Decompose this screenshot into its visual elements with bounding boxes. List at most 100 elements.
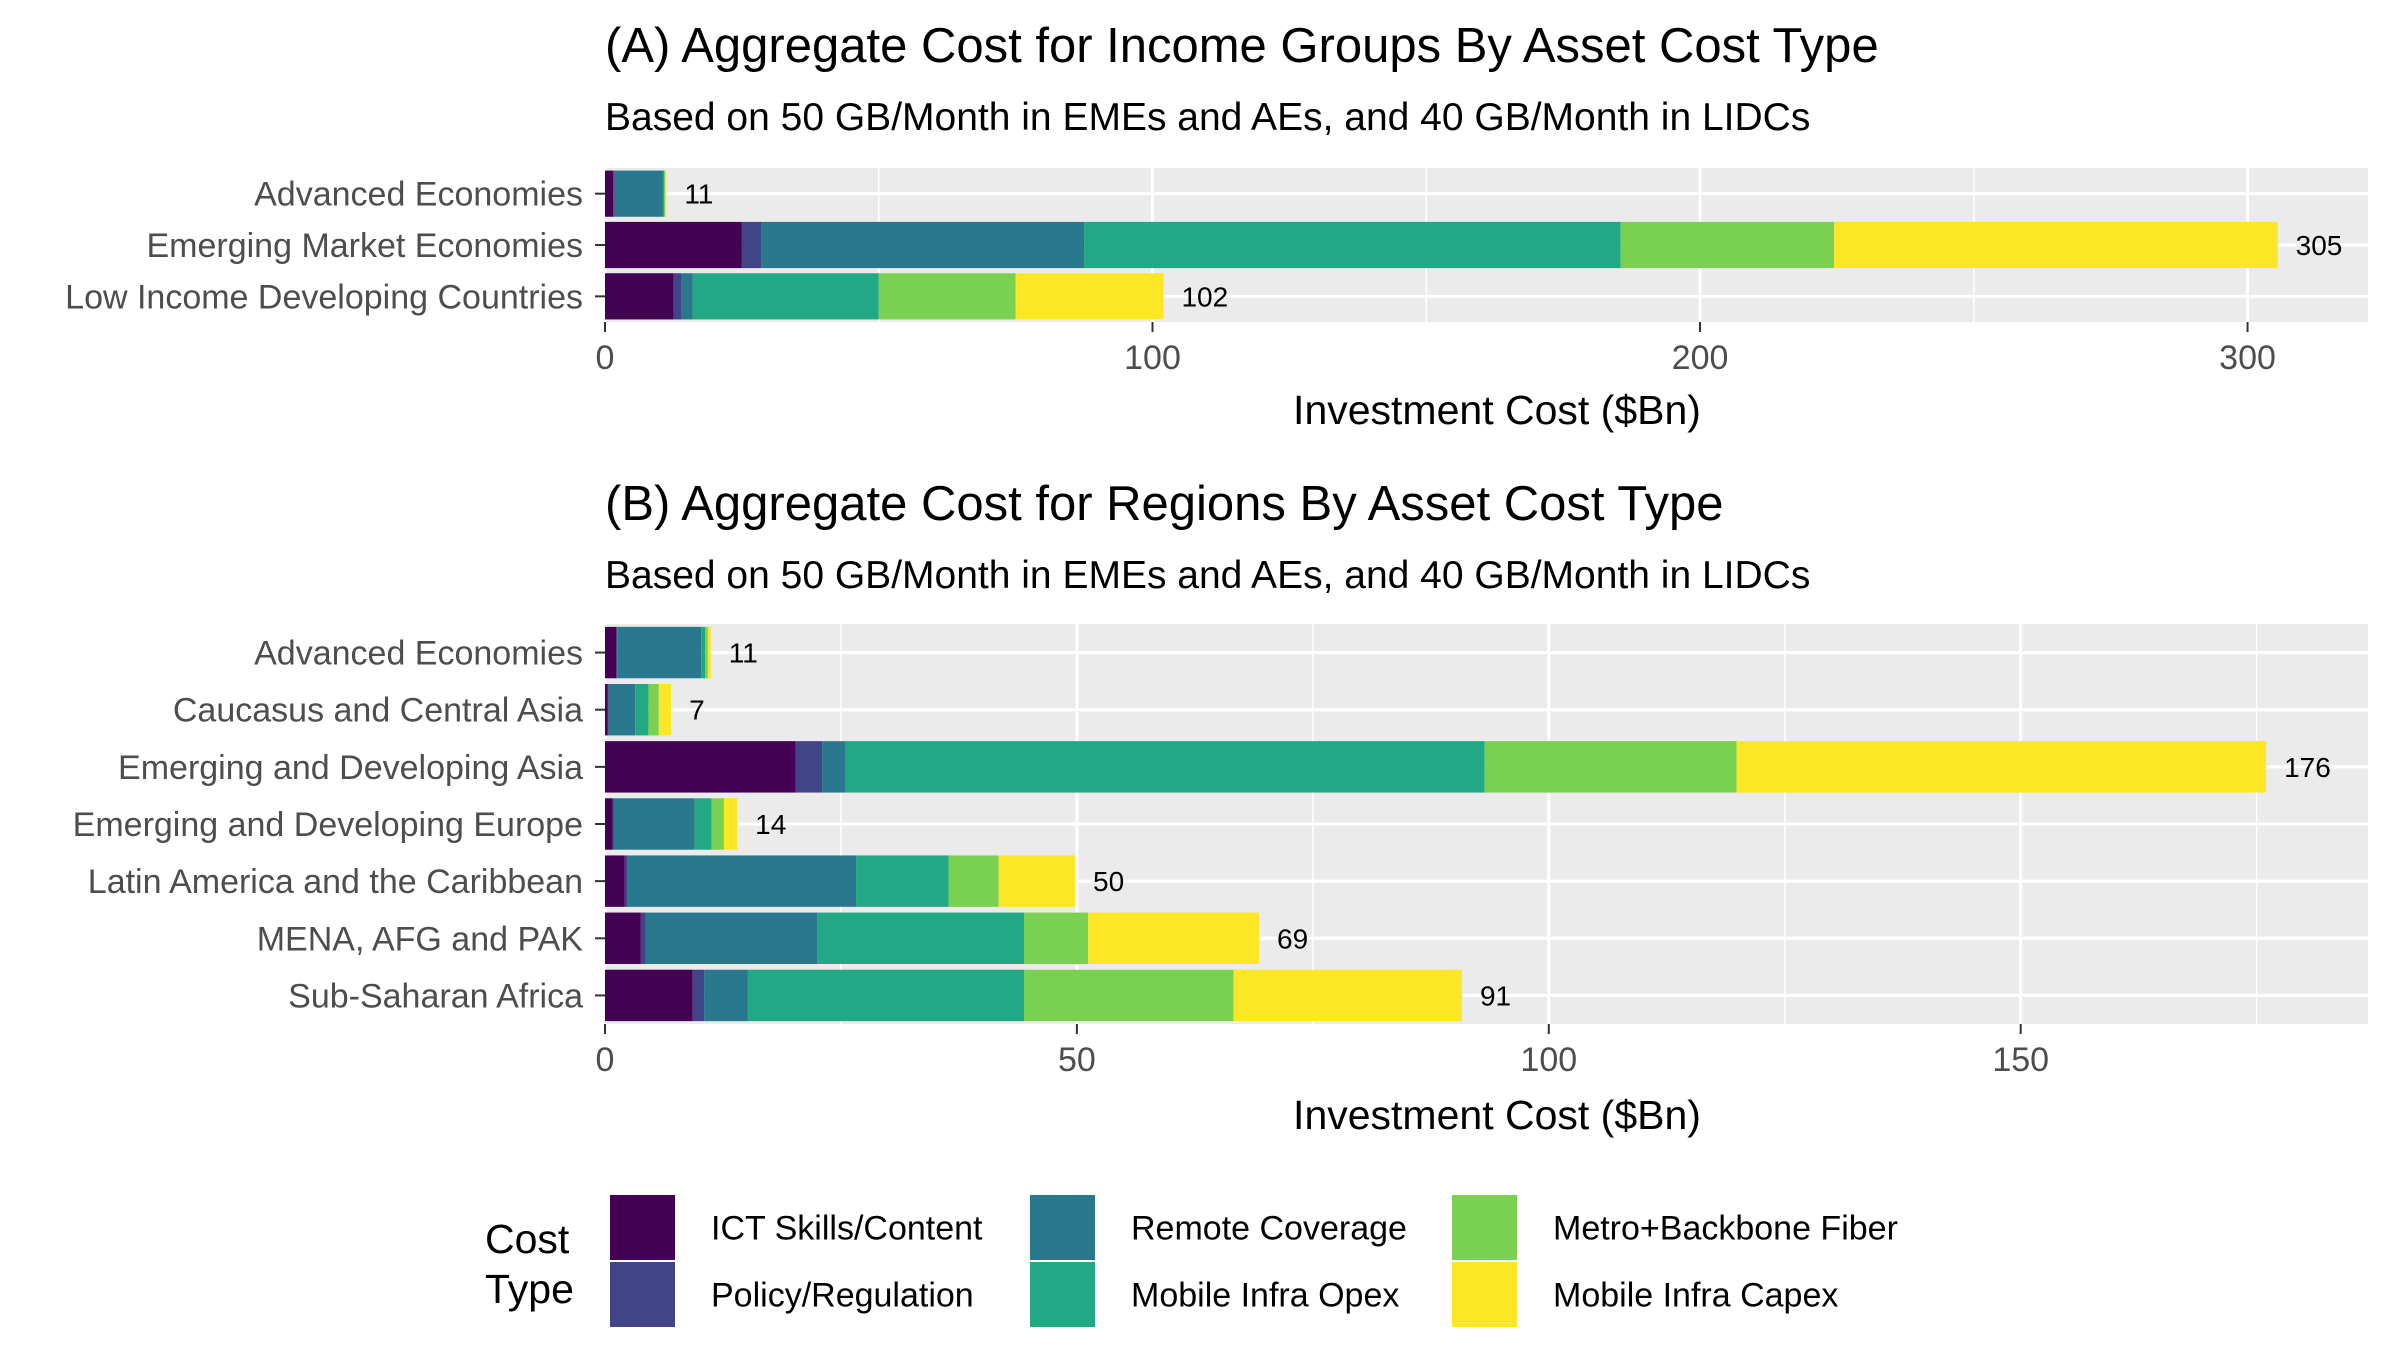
bar-ict-skills-content-mena-afg-and-pak: [605, 912, 641, 964]
bar-metro-backbone-fiber-emerging-and-developing-europe: [711, 798, 724, 850]
total-label-emerging-market-economies: 305: [2296, 230, 2343, 261]
legend-label-mobile-infra-opex: Mobile Infra Opex: [1131, 1277, 1399, 1315]
legend-items: ICT Skills/Content Policy/Regulation Remot…: [610, 1195, 1898, 1327]
bar-policy-regulation-mena-afg-and-pak: [640, 912, 646, 964]
bar-mobile-infra-opex-sub-saharan-africa: [747, 969, 1025, 1022]
category-label-emerging-and-developing-europe: Emerging and Developing Europe: [73, 806, 583, 844]
bar-policy-regulation-advanced-economies: [616, 626, 618, 679]
total-label-low-income-developing-countries: 102: [1181, 281, 1228, 312]
bar-remote-coverage-emerging-market-economies: [761, 221, 1085, 269]
bar-ict-skills-content-emerging-and-developing-europe: [605, 798, 613, 850]
bar-mobile-infra-opex-mena-afg-and-pak: [817, 912, 1025, 964]
x-tick-label-150: 150: [1992, 1041, 2049, 1079]
bar-metro-backbone-fiber-advanced-economies: [664, 170, 666, 217]
bar-mobile-infra-capex-mena-afg-and-pak: [1088, 912, 1260, 964]
bar-metro-backbone-fiber-caucasus-and-central-asia: [648, 684, 659, 736]
panel-b: (B) Aggregate Cost for Regions By Asset …: [73, 477, 2368, 1138]
bar-mobile-infra-capex-caucasus-and-central-asia: [658, 684, 672, 736]
category-label-mena-afg-and-pak: MENA, AFG and PAK: [257, 920, 584, 958]
bar-mobile-infra-opex-advanced-economies: [662, 170, 665, 217]
legend: Cost Type ICT Skills/Content Policy/Regul…: [485, 1195, 1898, 1327]
bar-ict-skills-content-sub-saharan-africa: [605, 969, 693, 1022]
bar-remote-coverage-low-income-developing-countries: [681, 273, 693, 320]
bar-remote-coverage-mena-afg-and-pak: [645, 912, 818, 964]
bar-mobile-infra-opex-advanced-economies: [701, 626, 706, 679]
bar-remote-coverage-advanced-economies: [614, 170, 663, 217]
x-tick-label-0: 0: [596, 339, 615, 377]
legend-title-line2: Type: [485, 1266, 574, 1312]
bar-mobile-infra-capex-low-income-developing-countries: [1015, 273, 1164, 320]
bar-remote-coverage-emerging-and-developing-asia: [822, 741, 846, 793]
plot-area-a: 11 Advanced Economies 305 Emerging Market E…: [65, 168, 2368, 377]
chart-b-title: (B) Aggregate Cost for Regions By Asset …: [605, 477, 1723, 531]
bar-remote-coverage-advanced-economies: [617, 626, 702, 679]
bar-mobile-infra-capex-latin-america-and-the-caribbean: [998, 855, 1076, 907]
category-label-advanced-economies: Advanced Economies: [254, 635, 583, 673]
chart-b-xlabel: Investment Cost ($Bn): [1293, 1092, 1701, 1138]
x-tick-label-200: 200: [1672, 339, 1729, 377]
bar-remote-coverage-sub-saharan-africa: [704, 969, 748, 1022]
legend-label-remote-coverage: Remote Coverage: [1131, 1210, 1407, 1248]
legend-key-mobile-infra-capex: [1452, 1262, 1517, 1327]
bar-remote-coverage-caucasus-and-central-asia: [608, 684, 636, 736]
legend-key-ict-skills-content: [610, 1195, 675, 1260]
bar-mobile-infra-opex-caucasus-and-central-asia: [635, 684, 649, 736]
bar-policy-regulation-sub-saharan-africa: [692, 969, 705, 1022]
legend-label-mobile-infra-capex: Mobile Infra Capex: [1553, 1277, 1838, 1315]
total-label-advanced-economies: 11: [684, 179, 713, 210]
bar-policy-regulation-emerging-and-developing-europe: [612, 798, 614, 850]
total-label-caucasus-and-central-asia: 7: [689, 695, 705, 726]
plot-area-b: 11 Advanced Economies 7 Caucasus and Centra…: [73, 624, 2368, 1079]
chart-b-subtitle: Based on 50 GB/Month in EMEs and AEs, an…: [605, 554, 1810, 597]
bar-policy-regulation-low-income-developing-countries: [673, 273, 682, 320]
total-label-sub-saharan-africa: 91: [1480, 980, 1511, 1011]
bar-policy-regulation-emerging-and-developing-asia: [795, 741, 823, 793]
legend-key-remote-coverage: [1030, 1195, 1095, 1260]
bar-metro-backbone-fiber-sub-saharan-africa: [1024, 969, 1234, 1022]
x-tick-label-100: 100: [1124, 339, 1181, 377]
x-tick-label-300: 300: [2219, 339, 2276, 377]
bar-remote-coverage-emerging-and-developing-europe: [613, 798, 695, 850]
category-label-low-income-developing-countries: Low Income Developing Countries: [65, 278, 583, 316]
total-label-mena-afg-and-pak: 69: [1277, 923, 1308, 954]
bar-remote-coverage-latin-america-and-the-caribbean: [627, 855, 857, 907]
bar-mobile-infra-capex-emerging-market-economies: [1834, 221, 2278, 269]
total-label-advanced-economies: 11: [729, 638, 758, 669]
bar-mobile-infra-opex-low-income-developing-countries: [692, 273, 879, 320]
bar-ict-skills-content-advanced-economies: [605, 170, 614, 217]
legend-label-metro-backbone-fiber: Metro+Backbone Fiber: [1553, 1210, 1898, 1248]
bar-metro-backbone-fiber-emerging-market-economies: [1620, 221, 1835, 269]
bar-policy-regulation-advanced-economies: [613, 170, 615, 217]
chart-a-subtitle: Based on 50 GB/Month in EMEs and AEs, an…: [605, 96, 1810, 139]
bar-mobile-infra-opex-emerging-and-developing-asia: [845, 741, 1485, 793]
bar-mobile-infra-capex-sub-saharan-africa: [1233, 969, 1462, 1022]
total-label-latin-america-and-the-caribbean: 50: [1093, 866, 1124, 897]
bar-metro-backbone-fiber-latin-america-and-the-caribbean: [948, 855, 999, 907]
legend-label-ict-skills-content: ICT Skills/Content: [711, 1210, 983, 1248]
x-tick-label-100: 100: [1520, 1041, 1577, 1079]
legend-key-policy-regulation: [610, 1262, 675, 1327]
category-label-caucasus-and-central-asia: Caucasus and Central Asia: [173, 692, 583, 730]
legend-key-metro-backbone-fiber: [1452, 1195, 1517, 1260]
bar-metro-backbone-fiber-emerging-and-developing-asia: [1484, 741, 1737, 793]
bar-mobile-infra-capex-emerging-and-developing-europe: [723, 798, 738, 850]
legend-title-line1: Cost: [485, 1216, 570, 1262]
bar-mobile-infra-opex-latin-america-and-the-caribbean: [856, 855, 949, 907]
total-label-emerging-and-developing-europe: 14: [755, 809, 786, 840]
bar-ict-skills-content-latin-america-and-the-caribbean: [605, 855, 625, 907]
category-label-advanced-economies: Advanced Economies: [254, 176, 583, 214]
legend-label-policy-regulation: Policy/Regulation: [711, 1277, 974, 1315]
bar-ict-skills-content-advanced-economies: [605, 626, 617, 679]
bar-ict-skills-content-caucasus-and-central-asia: [605, 684, 608, 736]
chart-a-title: (A) Aggregate Cost for Income Groups By …: [605, 19, 1879, 73]
bar-mobile-infra-opex-emerging-market-economies: [1084, 221, 1621, 269]
category-label-latin-america-and-the-caribbean: Latin America and the Caribbean: [88, 863, 583, 901]
x-tick-label-0: 0: [596, 1041, 615, 1079]
chart-a-xlabel: Investment Cost ($Bn): [1293, 387, 1701, 433]
legend-key-mobile-infra-opex: [1030, 1262, 1095, 1327]
category-label-emerging-market-economies: Emerging Market Economies: [146, 227, 583, 265]
bar-metro-backbone-fiber-mena-afg-and-pak: [1024, 912, 1089, 964]
bar-metro-backbone-fiber-low-income-developing-countries: [878, 273, 1016, 320]
